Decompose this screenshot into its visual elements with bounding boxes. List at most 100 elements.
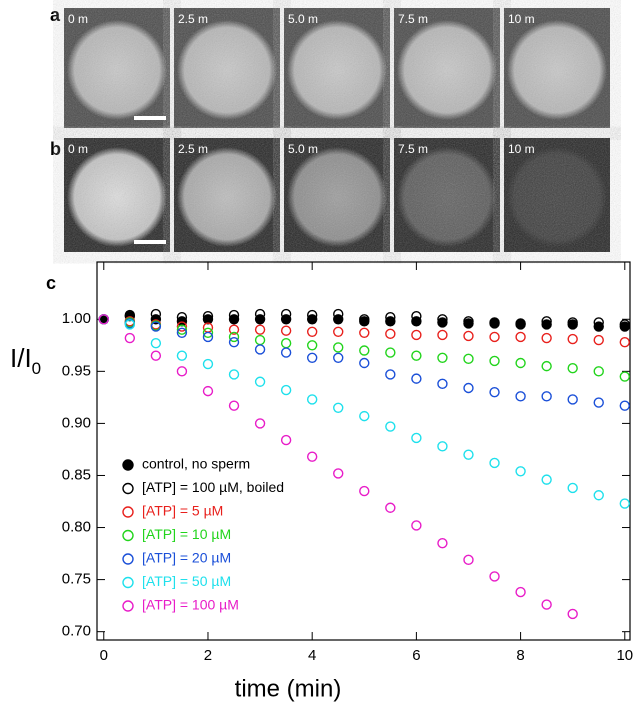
time-label: 7.5 m	[398, 142, 428, 156]
data-point	[463, 330, 474, 342]
data-point	[254, 418, 266, 429]
data-point	[593, 366, 604, 377]
data-point	[306, 394, 318, 405]
plot: 0 2 4 6 8 10 0.70 0.75 0.80 0.85 0.90 0.95 1.00 contr…	[62, 261, 633, 664]
data-point	[489, 457, 500, 469]
data-point	[541, 391, 552, 402]
data-point	[515, 318, 526, 329]
scale-bar	[134, 116, 166, 120]
data-point	[515, 391, 526, 402]
panel-letter: a	[50, 5, 61, 25]
data-point	[333, 352, 344, 364]
data-point	[254, 376, 266, 387]
x-tick-label: 10	[616, 647, 633, 664]
data-point	[359, 345, 370, 356]
data-point	[541, 319, 552, 330]
data-point	[541, 360, 552, 372]
y-tick-label: 0.85	[62, 466, 91, 483]
y-tick-label: 0.75	[62, 571, 91, 588]
data-point	[359, 410, 370, 422]
time-label: 0 m	[68, 142, 88, 156]
data-point	[306, 352, 318, 364]
panel-letter: c	[46, 273, 56, 293]
y-tick-label: 0.95	[62, 362, 91, 379]
time-label: 5.0 m	[288, 142, 318, 156]
data-point	[333, 342, 344, 353]
time-label: 10 m	[508, 12, 535, 26]
legend-label: [ATP] = 100 µM, boiled	[142, 479, 284, 495]
y-tick-label: 1.00	[62, 310, 91, 327]
data-point	[593, 334, 604, 346]
data-point	[359, 314, 370, 325]
data-point	[489, 386, 500, 398]
legend-label: [ATP] = 10 µM	[142, 526, 231, 542]
data-point	[619, 400, 630, 411]
data-point	[411, 520, 422, 531]
data-point	[228, 369, 240, 380]
data-point	[463, 318, 474, 329]
time-label: 7.5 m	[398, 12, 428, 26]
data-point	[567, 319, 578, 330]
data-point	[463, 382, 474, 394]
data-point	[228, 309, 240, 321]
noise	[64, 8, 170, 128]
legend-label: [ATP] = 50 µM	[142, 573, 231, 589]
data-point	[463, 449, 474, 460]
data-point	[202, 331, 214, 343]
noise	[394, 138, 500, 252]
data-point	[359, 327, 370, 339]
data-point	[385, 421, 396, 432]
data-point	[359, 357, 370, 369]
data-point	[619, 498, 630, 509]
data-point	[593, 490, 604, 501]
data-point	[437, 378, 448, 390]
data-point	[124, 319, 136, 330]
legend-label: [ATP] = 100 µM	[142, 597, 239, 613]
data-point	[228, 331, 240, 343]
data-point	[437, 314, 448, 325]
data-point	[593, 317, 604, 328]
data-point	[489, 355, 500, 367]
data-point	[333, 326, 344, 337]
data-point	[150, 308, 162, 320]
data-point	[306, 309, 318, 321]
data-point	[515, 466, 526, 477]
y-axis-label-main: I/I	[10, 343, 32, 373]
data-point	[385, 369, 396, 380]
data-point	[567, 317, 578, 328]
data-point	[437, 537, 448, 549]
legend-marker	[122, 529, 134, 542]
data-point	[411, 310, 422, 322]
data-point	[254, 334, 266, 346]
data-point	[306, 340, 318, 351]
data-point	[541, 316, 552, 327]
data-point	[280, 434, 292, 446]
data-point	[280, 384, 292, 396]
data-point	[437, 441, 448, 452]
x-tick-label: 0	[100, 647, 108, 664]
time-label: 2.5 m	[178, 12, 208, 26]
data-point	[385, 328, 396, 340]
data-point	[541, 474, 552, 485]
data-point	[150, 321, 162, 332]
data-point	[333, 308, 344, 320]
data-point	[619, 321, 630, 332]
data-point	[515, 357, 526, 369]
data-point	[176, 366, 188, 377]
data-point	[254, 308, 266, 320]
data-point	[333, 468, 344, 479]
legend-marker	[122, 576, 134, 589]
data-point	[228, 324, 240, 335]
noise	[394, 8, 500, 128]
y-tick-label: 0.90	[62, 414, 91, 431]
plot-frame	[96, 261, 631, 641]
y-tick-label: 0.80	[62, 519, 91, 536]
data-point	[280, 308, 292, 320]
data-point	[463, 554, 474, 566]
data-point	[176, 321, 188, 332]
time-label: 10 m	[508, 142, 535, 156]
time-label: 2.5 m	[178, 142, 208, 156]
data-point	[515, 586, 526, 598]
data-point	[411, 373, 422, 384]
